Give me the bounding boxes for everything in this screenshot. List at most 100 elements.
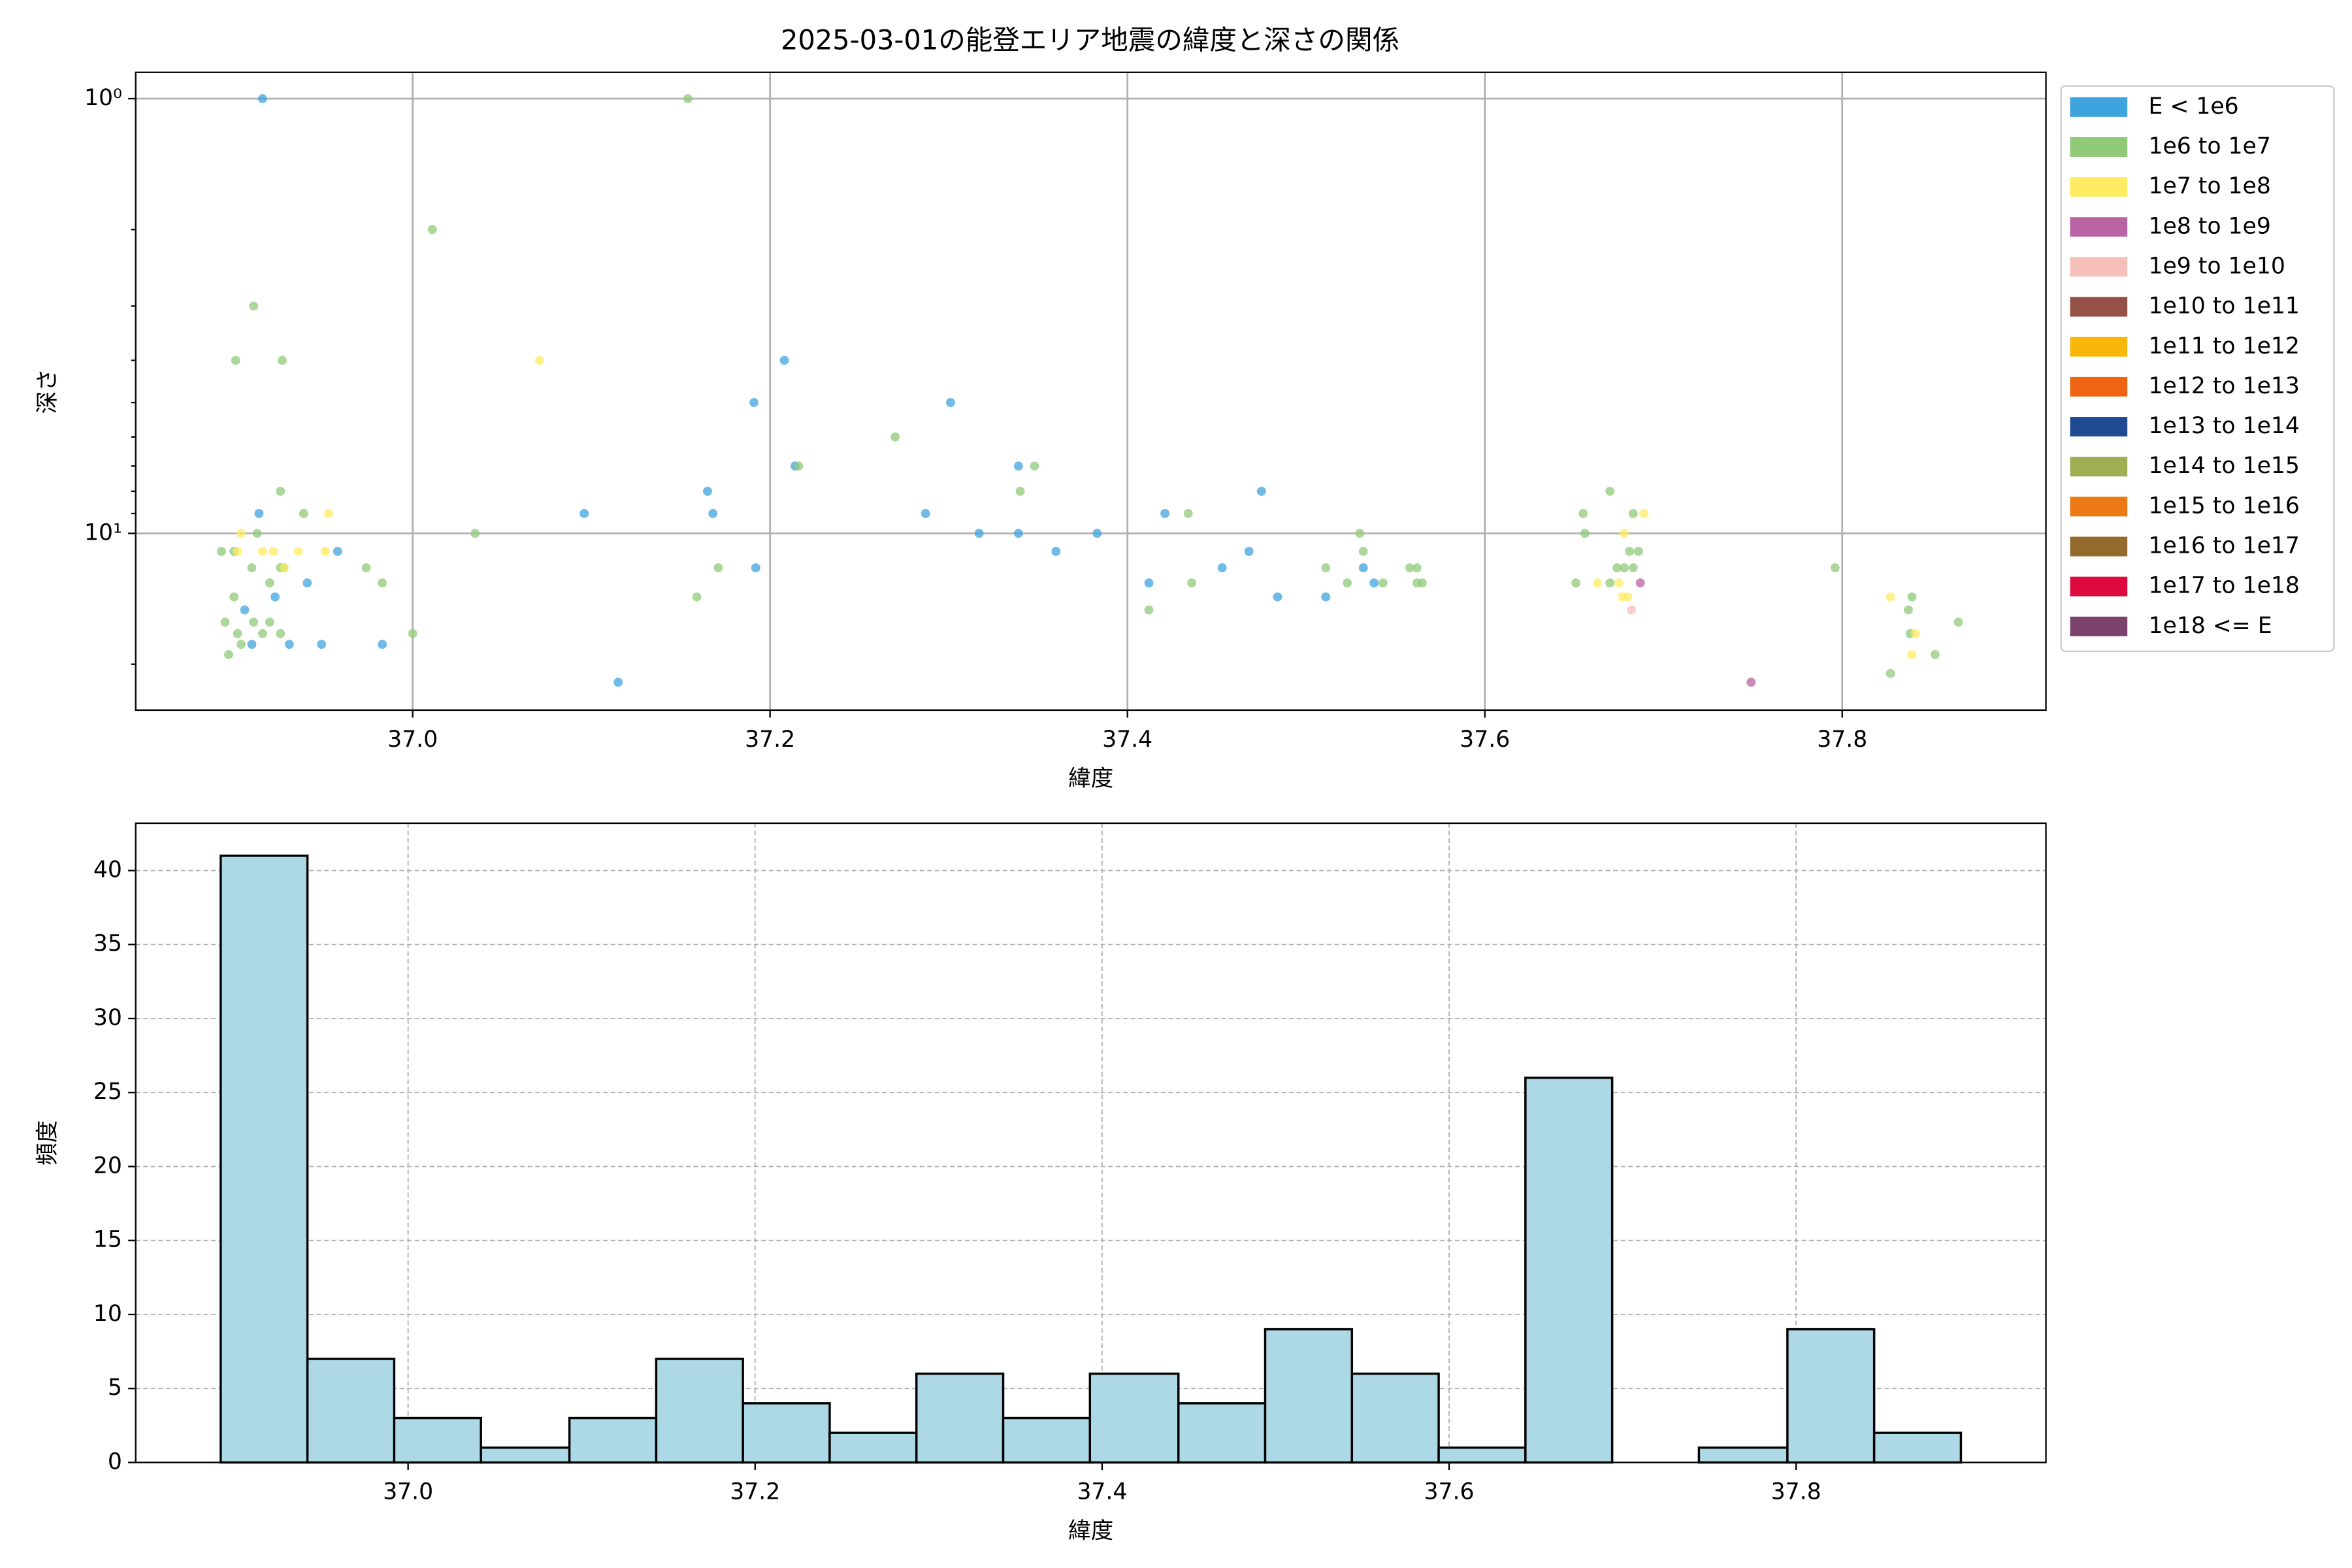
legend-swatch <box>2070 137 2128 157</box>
bar <box>1002 1416 1092 1464</box>
y-tick-label: 0 <box>108 1448 122 1475</box>
legend-swatch <box>2070 97 2128 117</box>
point <box>252 529 262 538</box>
point <box>427 225 437 235</box>
bar <box>306 1358 396 1464</box>
point <box>1612 563 1622 573</box>
point <box>470 529 480 538</box>
point <box>683 94 693 103</box>
point <box>1183 509 1193 518</box>
point <box>1628 509 1638 518</box>
legend-label: 1e10 to 1e11 <box>2148 293 2299 319</box>
point <box>257 94 267 103</box>
point <box>1013 529 1023 538</box>
point <box>749 398 759 408</box>
legend-swatch <box>2070 457 2128 477</box>
bar <box>393 1416 482 1464</box>
point <box>269 547 278 556</box>
point <box>1273 592 1282 602</box>
bar <box>480 1446 571 1464</box>
point <box>708 509 718 518</box>
legend-swatch <box>2070 536 2128 557</box>
point <box>293 547 303 556</box>
point <box>254 509 264 518</box>
point <box>237 529 246 538</box>
point <box>974 529 984 538</box>
point <box>249 301 259 311</box>
point <box>1605 578 1615 588</box>
bar <box>568 1416 658 1464</box>
point <box>751 563 760 573</box>
legend-swatch <box>2070 497 2128 517</box>
legend-swatch <box>2070 177 2128 197</box>
bar <box>742 1402 831 1464</box>
axes-frame <box>135 71 2047 711</box>
point <box>217 547 226 556</box>
legend-swatch <box>2070 336 2128 357</box>
legend-label: 1e18 <= E <box>2148 613 2272 639</box>
point <box>270 592 280 602</box>
point <box>1620 563 1629 573</box>
point <box>247 640 257 649</box>
y-tick-label: 10 <box>93 1301 122 1327</box>
point <box>1931 649 1940 659</box>
axes-frame <box>135 822 2047 1463</box>
point <box>1343 578 1352 588</box>
point <box>1355 529 1365 538</box>
point <box>1886 668 1895 678</box>
point <box>233 629 242 638</box>
x-tick-label: 37.4 <box>1102 727 1152 753</box>
point <box>284 640 294 649</box>
y-tick-label: 10¹ <box>84 519 122 546</box>
legend-label: 1e6 to 1e7 <box>2148 133 2270 159</box>
point <box>613 678 623 687</box>
y-tick-label: 20 <box>93 1152 122 1179</box>
x-tick-label: 37.4 <box>1077 1479 1127 1505</box>
point <box>333 547 342 556</box>
bar <box>1697 1446 1789 1464</box>
point <box>1187 578 1197 588</box>
legend-swatch <box>2070 376 2128 397</box>
point <box>1321 592 1331 602</box>
point <box>1628 563 1638 573</box>
y-axis-label: 深さ <box>35 368 61 414</box>
point <box>945 398 955 408</box>
y-tick-label: 30 <box>93 1005 122 1031</box>
legend-label: 1e8 to 1e9 <box>2148 213 2270 239</box>
point <box>1217 563 1227 573</box>
point <box>1578 509 1588 518</box>
point <box>580 509 589 518</box>
chart-title: 2025-03-01の能登エリア地震の緯度と深さの関係 <box>781 24 1399 56</box>
point <box>276 487 286 496</box>
legend-label: 1e14 to 1e15 <box>2148 453 2299 479</box>
legend-label: 1e7 to 1e8 <box>2148 173 2270 199</box>
legend-label: E < 1e6 <box>2148 93 2238 120</box>
x-tick-label: 37.2 <box>730 1479 780 1505</box>
point <box>1321 563 1331 573</box>
x-axis-label: 緯度 <box>1068 1518 1113 1544</box>
y-tick-label: 25 <box>93 1079 122 1105</box>
point <box>890 432 900 442</box>
bar <box>1786 1328 1876 1464</box>
legend-swatch <box>2070 297 2128 317</box>
point <box>247 563 257 573</box>
point <box>233 547 242 556</box>
point <box>1620 529 1629 538</box>
point <box>534 355 544 365</box>
point <box>223 649 233 659</box>
point <box>1256 487 1266 496</box>
point <box>1580 529 1590 538</box>
legend-label: 1e12 to 1e13 <box>2148 373 2299 399</box>
legend-label: 1e13 to 1e14 <box>2148 413 2299 439</box>
point <box>278 355 287 365</box>
point <box>703 487 712 496</box>
point <box>921 509 930 518</box>
legend-box <box>2060 85 2335 653</box>
point <box>1405 563 1414 573</box>
point <box>1605 487 1615 496</box>
point <box>237 640 246 649</box>
point <box>1358 563 1368 573</box>
bar <box>1264 1328 1354 1464</box>
x-tick-label: 37.0 <box>383 1479 433 1505</box>
point <box>713 563 723 573</box>
